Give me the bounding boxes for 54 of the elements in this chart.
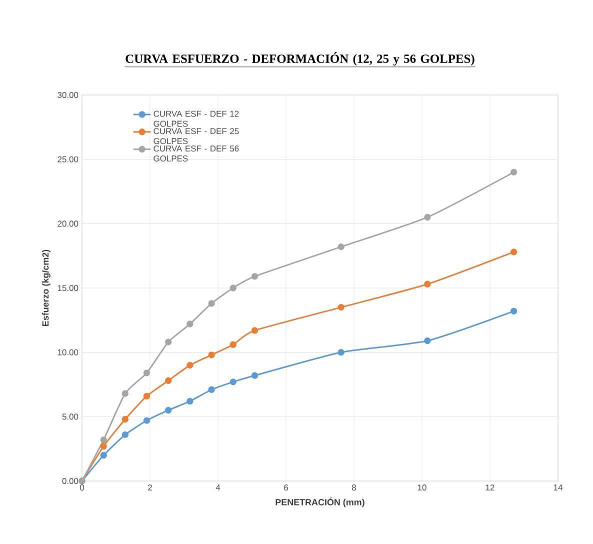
legend-label: CURVA ESF - DEF 12 GOLPES — [154, 110, 239, 127]
y-tick-label: 30.00 — [58, 92, 78, 98]
legend-label: CURVA ESF - DEF 56 GOLPES — [154, 146, 239, 162]
x-tick-label: 4 — [216, 484, 220, 490]
point — [230, 378, 236, 386]
y-tick-label: 5.00 — [62, 414, 78, 420]
point — [143, 392, 150, 400]
point — [208, 386, 215, 393]
point — [186, 362, 194, 369]
point — [143, 417, 150, 424]
y-tick-label: 10.00 — [58, 349, 78, 356]
point — [510, 168, 518, 176]
y-tick-label: 0.00 — [62, 478, 78, 484]
y-axis-title: Esfuerzo (kg/cm2) — [42, 250, 50, 326]
point — [122, 416, 129, 423]
chart-title: CURVA ESFUERZO - DEFORMACIÓN (12, 25 y 56 GOLPES) — [126, 52, 474, 66]
x-tick-label: 12 — [486, 484, 494, 490]
point — [186, 398, 194, 405]
x-tick-label: 10 — [418, 484, 426, 491]
point — [338, 348, 344, 356]
point — [230, 341, 236, 348]
point — [510, 248, 518, 256]
x-axis-title: PENETRACIÓN (mm) — [276, 497, 364, 508]
point — [100, 436, 107, 444]
point — [143, 370, 150, 376]
y-tick-label: 20.00 — [58, 220, 78, 227]
point — [338, 243, 344, 250]
point — [100, 452, 107, 459]
point — [165, 338, 172, 346]
point — [165, 377, 172, 384]
point — [122, 390, 129, 397]
x-tick-label: 6 — [284, 484, 288, 491]
point — [424, 280, 431, 288]
point — [424, 214, 431, 221]
point — [230, 284, 236, 292]
point — [208, 300, 215, 307]
point — [122, 431, 129, 438]
point — [100, 442, 107, 450]
point — [208, 352, 215, 358]
point — [338, 304, 344, 311]
x-tick-label: 2 — [148, 484, 152, 490]
x-tick-label: 14 — [554, 484, 562, 490]
legend-label: CURVA ESF - DEF 25 GOLPES — [154, 128, 239, 144]
point — [251, 327, 258, 334]
y-tick-label: 15.00 — [58, 285, 78, 291]
point — [251, 372, 258, 379]
x-tick-label: 0 — [80, 484, 84, 491]
point — [186, 320, 194, 328]
x-tick-label: 8 — [352, 484, 356, 491]
point — [251, 273, 258, 280]
point — [424, 337, 431, 344]
y-tick-label: 25.00 — [58, 156, 78, 162]
point — [510, 308, 518, 314]
point — [165, 406, 172, 414]
